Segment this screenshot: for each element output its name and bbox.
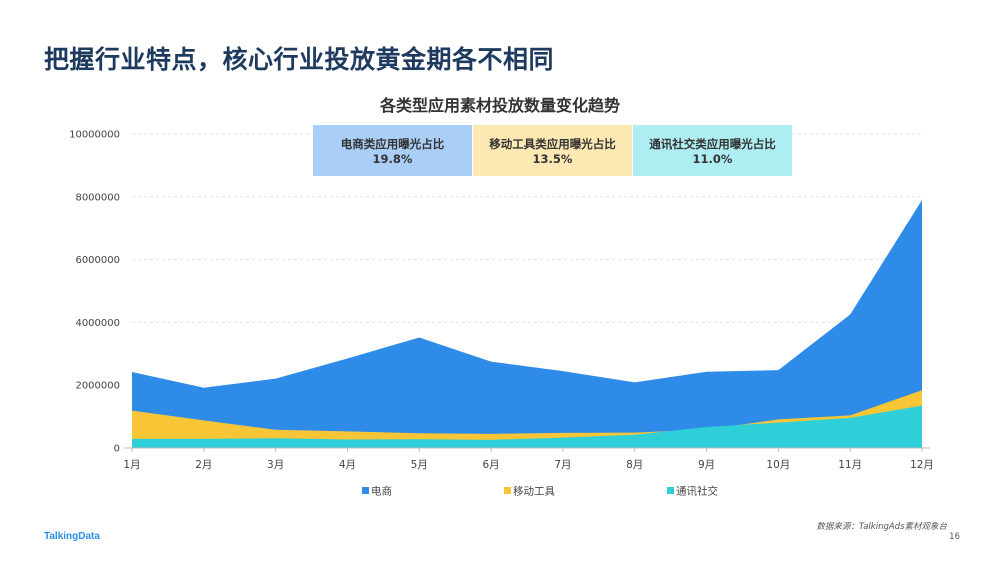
stat-label-social: 通讯社交类应用曝光占比 [649,137,776,151]
legend-label-0: 电商 [371,485,392,498]
legend-label-1: 移动工具 [513,485,555,498]
data-source: 数据来源：TalkingAds素材观象台 [816,522,947,532]
x-tick-label: 8月 [626,459,643,471]
x-tick-label: 11月 [838,459,862,471]
x-tick-label: 1月 [123,459,140,471]
legend-swatch-1 [504,487,511,494]
chart-title: 各类型应用素材投放数量变化趋势 [379,96,620,115]
stat-box-social: 通讯社交类应用曝光占比 11.0% [633,125,792,176]
x-tick-label: 3月 [267,459,284,471]
x-tick-label: 12月 [910,459,934,471]
x-tick-label: 10月 [766,459,790,471]
page-title: 把握行业特点，核心行业投放黄金期各不相同 [44,45,555,74]
stat-box-tools: 移动工具类应用曝光占比 13.5% [473,125,632,176]
stat-label-tools: 移动工具类应用曝光占比 [489,137,616,151]
y-tick-label: 0 [114,444,120,455]
y-tick-label: 10000000 [69,130,120,141]
area-series-2 [132,405,922,448]
y-tick-label: 4000000 [75,318,120,329]
legend-swatch-0 [362,487,369,494]
stat-value-ecommerce: 19.8% [372,152,413,166]
x-tick-label: 6月 [482,459,499,471]
legend-swatch-2 [667,487,674,494]
stat-label-ecommerce: 电商类应用曝光占比 [340,137,445,151]
y-tick-label: 8000000 [75,192,120,203]
x-tick-label: 5月 [411,459,428,471]
x-tick-label: 2月 [195,459,212,471]
area-series-0 [132,199,922,448]
y-tick-label: 6000000 [75,255,120,266]
x-tick-label: 9月 [698,459,715,471]
stat-value-social: 11.0% [692,152,733,166]
x-tick-label: 4月 [339,459,356,471]
talkingdata-logo: TalkingData [44,531,100,542]
stat-box-ecommerce: 电商类应用曝光占比 19.8% [313,125,472,176]
legend-label-2: 通讯社交 [676,485,718,498]
y-tick-label: 2000000 [75,381,120,392]
x-tick-label: 7月 [554,459,571,471]
page-number: 16 [949,532,960,542]
stat-value-tools: 13.5% [532,152,573,166]
